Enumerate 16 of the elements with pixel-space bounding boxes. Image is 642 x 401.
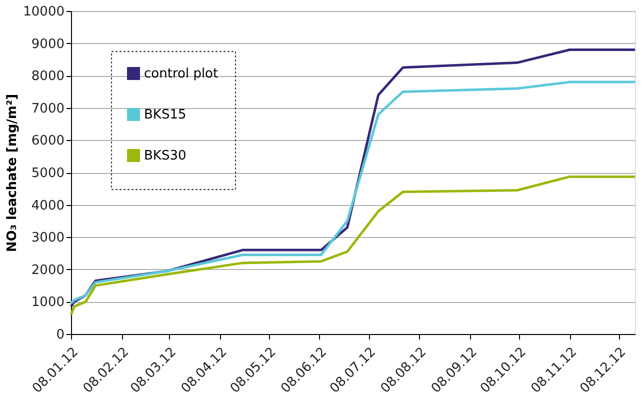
y-tick-label: 6000 bbox=[31, 134, 64, 149]
line-series bbox=[70, 175, 636, 316]
y-tick-label: 1000 bbox=[31, 295, 64, 310]
y-tick-label: 0 bbox=[56, 328, 64, 342]
legend-label: BKS30 bbox=[144, 148, 186, 164]
y-tick-label: 5000 bbox=[31, 166, 64, 181]
y-tick-label: 10000 bbox=[23, 4, 64, 20]
y-tick-label: 2000 bbox=[31, 262, 64, 278]
legend-label: BKS15 bbox=[144, 108, 186, 122]
y-tick-label: 7000 bbox=[31, 101, 64, 116]
y-axis-title: NO₃ leachate [mg/m²] bbox=[5, 94, 20, 252]
y-tick-label: 3000 bbox=[31, 230, 64, 246]
y-tick-label: 9000 bbox=[31, 36, 64, 52]
y-tick-label: 8000 bbox=[31, 69, 64, 84]
y-tick-label: 4000 bbox=[31, 198, 64, 214]
legend-label: control plot bbox=[144, 66, 218, 82]
